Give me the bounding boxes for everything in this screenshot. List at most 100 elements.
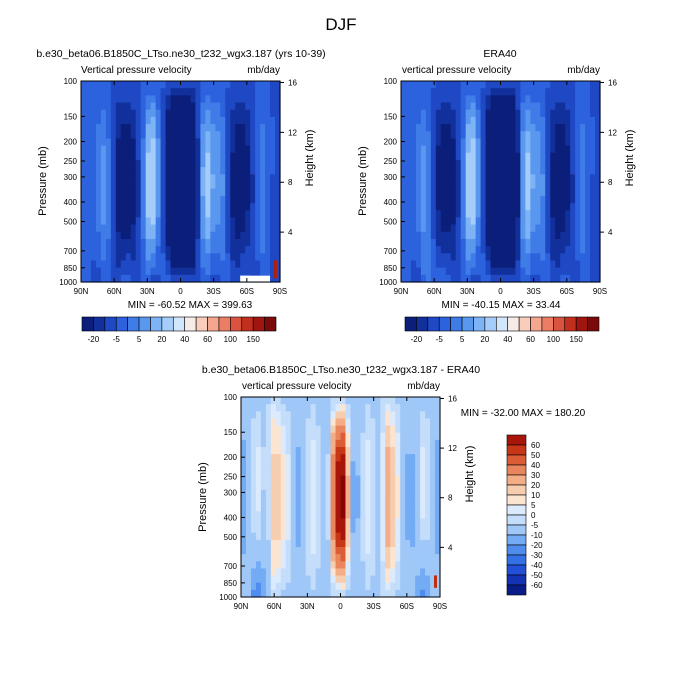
contour-cell xyxy=(95,109,102,118)
contour-cell xyxy=(305,454,312,462)
contour-cell xyxy=(265,561,272,570)
contour-cell xyxy=(535,124,541,132)
contour-cell xyxy=(245,138,251,147)
contour-cell xyxy=(335,568,342,577)
contour-cell xyxy=(320,461,327,470)
contour-cell xyxy=(275,539,282,548)
contour-cell xyxy=(425,447,431,455)
contour-cell xyxy=(420,582,426,591)
colorbar-label: 60 xyxy=(531,441,540,450)
contour-cell xyxy=(540,224,546,233)
colorbar-box xyxy=(507,316,520,332)
contour-cell xyxy=(275,397,282,405)
contour-cell xyxy=(110,231,117,240)
contour-cell xyxy=(240,181,246,190)
contour-cell xyxy=(340,504,347,512)
contour-cell xyxy=(380,539,386,548)
contour-cell xyxy=(95,267,102,276)
contour-cell xyxy=(215,210,221,218)
y2-tick-label: 4 xyxy=(288,228,293,237)
contour-cell xyxy=(270,131,276,140)
contour-cell xyxy=(390,532,396,541)
contour-cell xyxy=(260,418,267,427)
contour-cell xyxy=(405,432,411,441)
contour-cell xyxy=(240,95,246,104)
contour-cell xyxy=(325,554,332,562)
contour-cell xyxy=(495,88,502,96)
contour-cell xyxy=(360,489,366,498)
contour-cell xyxy=(350,561,357,570)
contour-cell xyxy=(255,525,262,534)
contour-cell xyxy=(515,246,521,254)
contour-cell xyxy=(460,102,467,111)
contour-cell xyxy=(425,475,431,484)
contour-cell xyxy=(285,439,292,448)
contour-cell xyxy=(435,504,441,512)
contour-cell xyxy=(490,152,497,161)
contour-cell xyxy=(390,518,396,527)
contour-cell xyxy=(180,109,187,118)
contour-cell xyxy=(490,267,497,276)
contour-cell xyxy=(400,547,406,555)
contour-cell xyxy=(550,109,556,118)
contour-cell xyxy=(200,152,206,161)
contour-cell xyxy=(220,260,226,269)
contour-cell xyxy=(185,145,192,154)
contour-cell xyxy=(230,231,236,240)
contour-cell xyxy=(515,152,521,161)
contour-cell xyxy=(435,138,442,147)
contour-cell xyxy=(310,482,317,491)
contour-cell xyxy=(395,568,401,577)
contour-cell xyxy=(590,95,596,104)
contour-cell xyxy=(110,81,117,89)
contour-cell xyxy=(465,116,472,125)
contour-cell xyxy=(335,554,342,562)
contour-cell xyxy=(420,102,427,111)
contour-cell xyxy=(320,539,327,548)
contour-cell xyxy=(180,203,187,211)
contour-cell xyxy=(530,224,536,233)
contour-cell xyxy=(135,203,142,211)
contour-cell xyxy=(220,138,226,147)
contour-cell xyxy=(195,88,201,96)
contour-cell xyxy=(180,224,187,233)
contour-cell xyxy=(125,145,132,154)
contour-cell xyxy=(390,511,396,520)
contour-cell xyxy=(380,425,386,434)
contour-cell xyxy=(470,224,477,233)
contour-cell xyxy=(575,109,581,118)
contour-cell xyxy=(555,267,561,276)
contour-cell xyxy=(145,109,152,118)
contour-cell xyxy=(280,561,287,570)
contour-cell xyxy=(125,152,132,161)
contour-cell xyxy=(275,159,281,168)
contour-cell xyxy=(315,418,322,427)
contour-cell xyxy=(250,195,256,204)
contour-cell xyxy=(410,224,417,233)
contour-cell xyxy=(445,274,452,283)
contour-cell xyxy=(290,589,297,598)
contour-cell xyxy=(500,203,507,211)
colorbar-label: 40 xyxy=(531,461,540,470)
contour-cell xyxy=(280,589,287,598)
contour-cell xyxy=(110,188,117,197)
contour-cell xyxy=(230,238,236,247)
contour-cell xyxy=(225,217,231,226)
contour-cell xyxy=(190,174,197,183)
contour-cell xyxy=(345,568,352,577)
contour-cell xyxy=(95,238,102,247)
contour-cell xyxy=(365,568,371,577)
contour-cell xyxy=(475,102,482,111)
contour-cell xyxy=(325,582,332,591)
contour-cell xyxy=(285,447,292,455)
contour-cell xyxy=(420,124,427,132)
contour-cell xyxy=(305,461,312,470)
contour-cell xyxy=(445,116,452,125)
contour-cell xyxy=(120,210,127,218)
contour-cell xyxy=(575,145,581,154)
x-tick-label: 90N xyxy=(74,287,89,296)
contour-cell xyxy=(500,274,507,283)
contour-cell xyxy=(595,181,601,190)
contour-cell xyxy=(570,138,576,147)
contour-cell xyxy=(355,539,361,548)
